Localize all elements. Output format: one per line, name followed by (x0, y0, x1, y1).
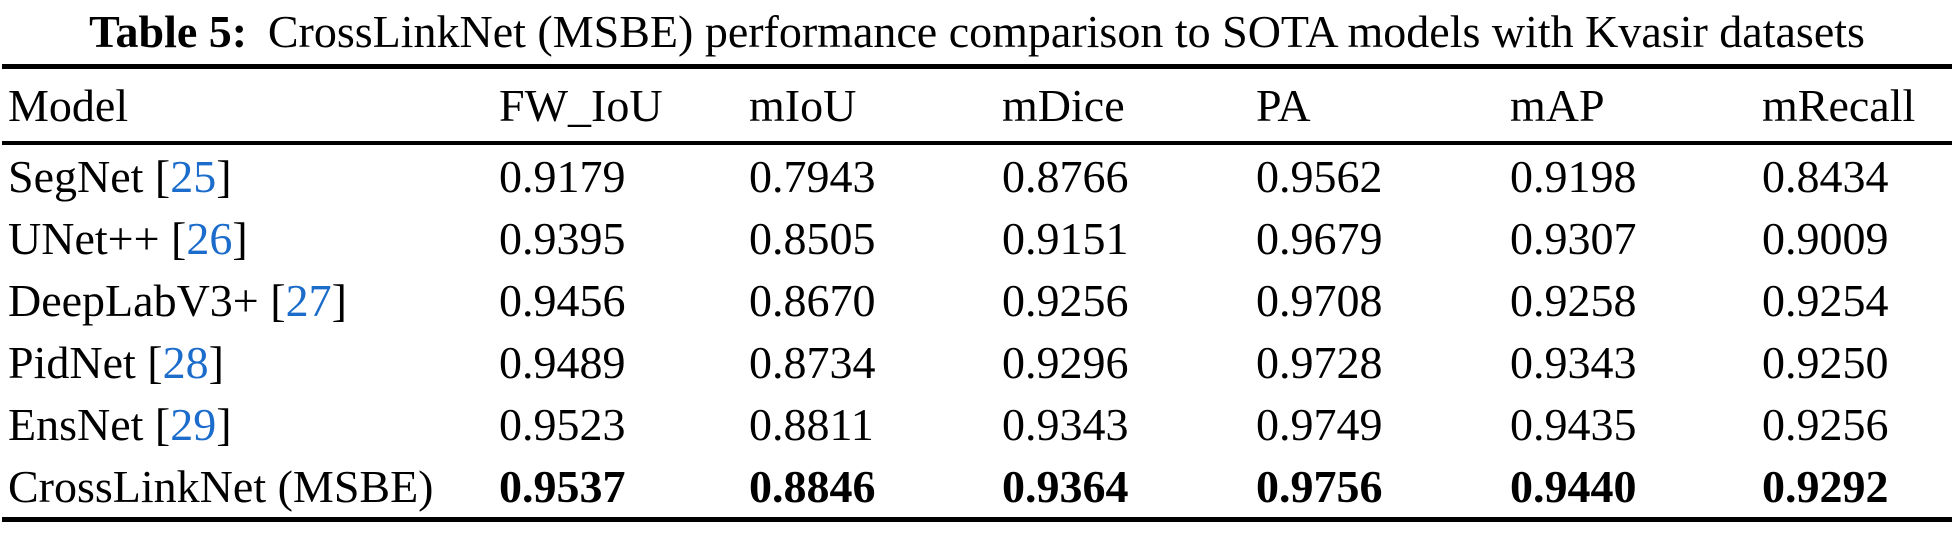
header-cell-pa: PA (1256, 66, 1510, 145)
value-cell: 0.9489 (499, 336, 626, 388)
value-cell: 0.9537 (499, 460, 626, 512)
model-name: PidNet (8, 336, 136, 388)
value-cell: 0.8846 (749, 460, 876, 512)
table-body: SegNet [25] 0.9179 0.7943 0.8766 0.9562 0.919… (2, 143, 1952, 520)
header-cell-fw-iou: FW_IoU (499, 66, 749, 145)
value-cell: 0.9250 (1762, 336, 1889, 388)
citation-link[interactable]: 29 (170, 398, 217, 450)
table-row: CrossLinkNet (MSBE) 0.9537 0.8846 0.9364 0.9… (2, 455, 1952, 520)
table-row: UNet++ [26] 0.9395 0.8505 0.9151 0.9679 0.930… (2, 207, 1952, 269)
table-row: PidNet [28] 0.9489 0.8734 0.9296 0.9728 0.934… (2, 331, 1952, 393)
table-caption: Table 5: CrossLinkNet (MSBE) performance… (0, 0, 1954, 64)
value-cell: 0.9749 (1256, 398, 1383, 450)
value-cell: 0.9679 (1256, 212, 1383, 264)
table-row: EnsNet [29] 0.9523 0.8811 0.9343 0.9749 0.943… (2, 393, 1952, 455)
value-cell: 0.9292 (1762, 460, 1889, 512)
header-cell-map: mAP (1510, 66, 1762, 145)
value-cell: 0.9343 (1510, 336, 1637, 388)
value-cell: 0.9756 (1256, 460, 1383, 512)
value-cell: 0.9440 (1510, 460, 1637, 512)
value-cell: 0.7943 (749, 150, 876, 202)
value-cell: 0.9562 (1256, 150, 1383, 202)
value-cell: 0.9343 (1002, 398, 1129, 450)
value-cell: 0.8505 (749, 212, 876, 264)
value-cell: 0.9523 (499, 398, 626, 450)
value-cell: 0.9256 (1762, 398, 1889, 450)
citation-link[interactable]: 25 (170, 150, 217, 202)
value-cell: 0.8734 (749, 336, 876, 388)
header-cell-mrecall: mRecall (1762, 66, 1952, 145)
value-cell: 0.9256 (1002, 274, 1129, 326)
model-name: CrossLinkNet (MSBE) (8, 460, 434, 512)
value-cell: 0.9364 (1002, 460, 1129, 512)
value-cell: 0.9728 (1256, 336, 1383, 388)
value-cell: 0.9708 (1256, 274, 1383, 326)
model-cell: PidNet [28] (8, 336, 224, 388)
value-cell: 0.8434 (1762, 150, 1889, 202)
value-cell: 0.9435 (1510, 398, 1637, 450)
citation-link[interactable]: 27 (285, 274, 332, 326)
header-cell-model: Model (2, 66, 499, 145)
model-cell: SegNet [25] (8, 150, 232, 202)
value-cell: 0.9395 (499, 212, 626, 264)
value-cell: 0.9307 (1510, 212, 1637, 264)
model-cell: UNet++ [26] (8, 212, 248, 264)
value-cell: 0.9151 (1002, 212, 1129, 264)
model-name: DeepLabV3+ (8, 274, 259, 326)
model-cell: DeepLabV3+ [27] (8, 274, 347, 326)
table-caption-label: Table 5: (89, 5, 248, 57)
value-cell: 0.9456 (499, 274, 626, 326)
model-cell: CrossLinkNet (MSBE) (2, 455, 499, 520)
value-cell: 0.8811 (749, 398, 874, 450)
value-cell: 0.9258 (1510, 274, 1637, 326)
table-caption-text: CrossLinkNet (MSBE) performance comparis… (267, 5, 1865, 57)
model-name: UNet++ (8, 212, 160, 264)
header-row: Model FW_IoU mIoU mDice PA mAP mRecall (2, 66, 1952, 145)
citation-link[interactable]: 26 (186, 212, 233, 264)
value-cell: 0.9009 (1762, 212, 1889, 264)
value-cell: 0.8670 (749, 274, 876, 326)
value-cell: 0.9296 (1002, 336, 1129, 388)
results-table: Model FW_IoU mIoU mDice PA mAP mRecall SegNet … (2, 64, 1952, 522)
model-name: SegNet (8, 150, 144, 202)
header-cell-miou: mIoU (749, 66, 1002, 145)
value-cell: 0.8766 (1002, 150, 1129, 202)
table-row: DeepLabV3+ [27] 0.9456 0.8670 0.9256 0.9708 0… (2, 269, 1952, 331)
header-cell-mdice: mDice (1002, 66, 1256, 145)
model-name: EnsNet (8, 398, 144, 450)
value-cell: 0.9254 (1762, 274, 1889, 326)
value-cell: 0.9179 (499, 150, 626, 202)
citation-link[interactable]: 28 (162, 336, 209, 388)
value-cell: 0.9198 (1510, 150, 1637, 202)
table-row: SegNet [25] 0.9179 0.7943 0.8766 0.9562 0.919… (2, 143, 1952, 207)
model-cell: EnsNet [29] (8, 398, 232, 450)
